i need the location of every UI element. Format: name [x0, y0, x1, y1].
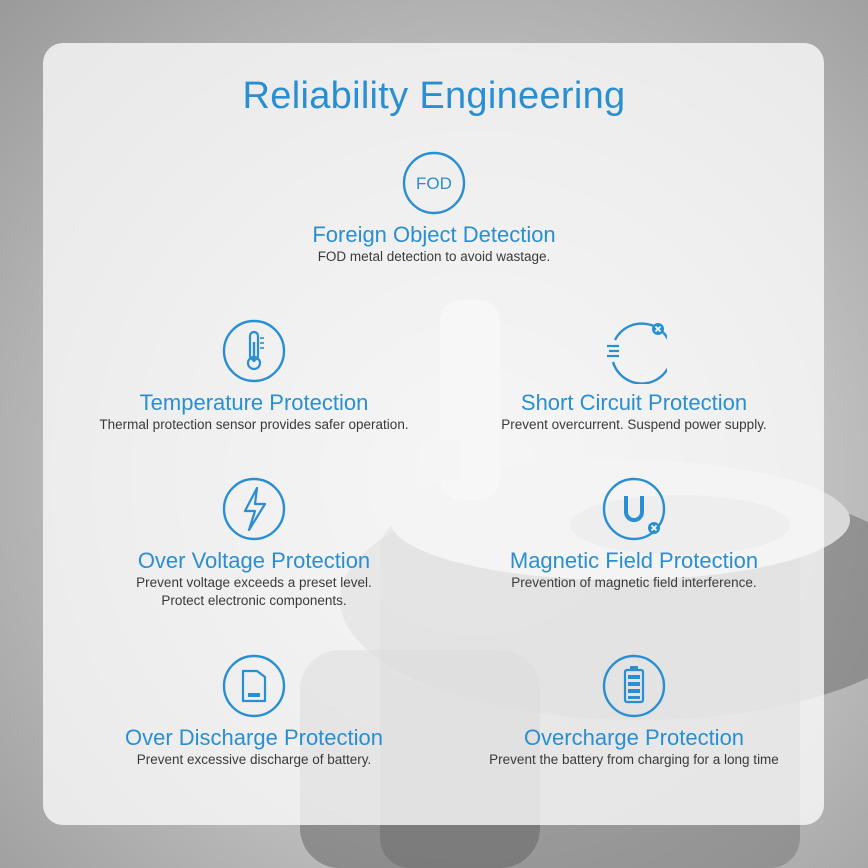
lightning-icon — [222, 477, 286, 541]
feature-title: Over Discharge Protection — [125, 725, 383, 750]
feature-description-line-2: Protect electronic components. — [161, 593, 347, 608]
fod-icon-text: FOD — [416, 174, 452, 193]
battery-low-icon — [222, 654, 286, 718]
feature-description: Prevent the battery from charging for a … — [489, 752, 779, 767]
feature-title: Overcharge Protection — [523, 725, 745, 750]
feature-temperature-protection: Temperature Protection Thermal protectio… — [54, 318, 454, 434]
feature-overcharge-protection: Overcharge Protection Prevent the batter… — [434, 653, 834, 769]
features-card — [43, 43, 824, 825]
feature-over-voltage-protection: Over Voltage Protection Prevent voltage … — [54, 476, 454, 610]
page-title: Reliability Engineering — [242, 75, 626, 117]
feature-description: Prevent excessive discharge of battery. — [136, 752, 372, 767]
feature-description: Prevention of magnetic field interferenc… — [511, 575, 757, 590]
feature-description: FOD metal detection to avoid wastage. — [317, 249, 551, 264]
feature-foreign-object-detection: FOD Foreign Object Detection FOD metal d… — [234, 150, 634, 266]
battery-full-icon — [602, 654, 666, 718]
feature-title: Short Circuit Protection — [520, 390, 748, 415]
short-circuit-icon — [607, 322, 667, 384]
feature-description-line-1: Prevent voltage exceeds a preset level. — [136, 575, 372, 590]
fod-icon: FOD — [402, 151, 466, 215]
feature-magnetic-field-protection: Magnetic Field Protection Prevention of … — [434, 476, 834, 592]
feature-short-circuit-protection: Short Circuit Protection Prevent overcur… — [434, 318, 834, 434]
feature-over-discharge-protection: Over Discharge Protection Prevent excess… — [54, 653, 454, 769]
magnet-icon — [602, 477, 666, 541]
feature-description: Prevent overcurrent. Suspend power suppl… — [501, 417, 767, 432]
feature-title: Foreign Object Detection — [312, 222, 556, 247]
feature-description: Thermal protection sensor provides safer… — [99, 417, 409, 432]
feature-title: Temperature Protection — [139, 390, 369, 415]
thermometer-icon — [222, 319, 286, 383]
feature-title: Over Voltage Protection — [137, 548, 371, 573]
feature-title: Magnetic Field Protection — [509, 548, 759, 573]
